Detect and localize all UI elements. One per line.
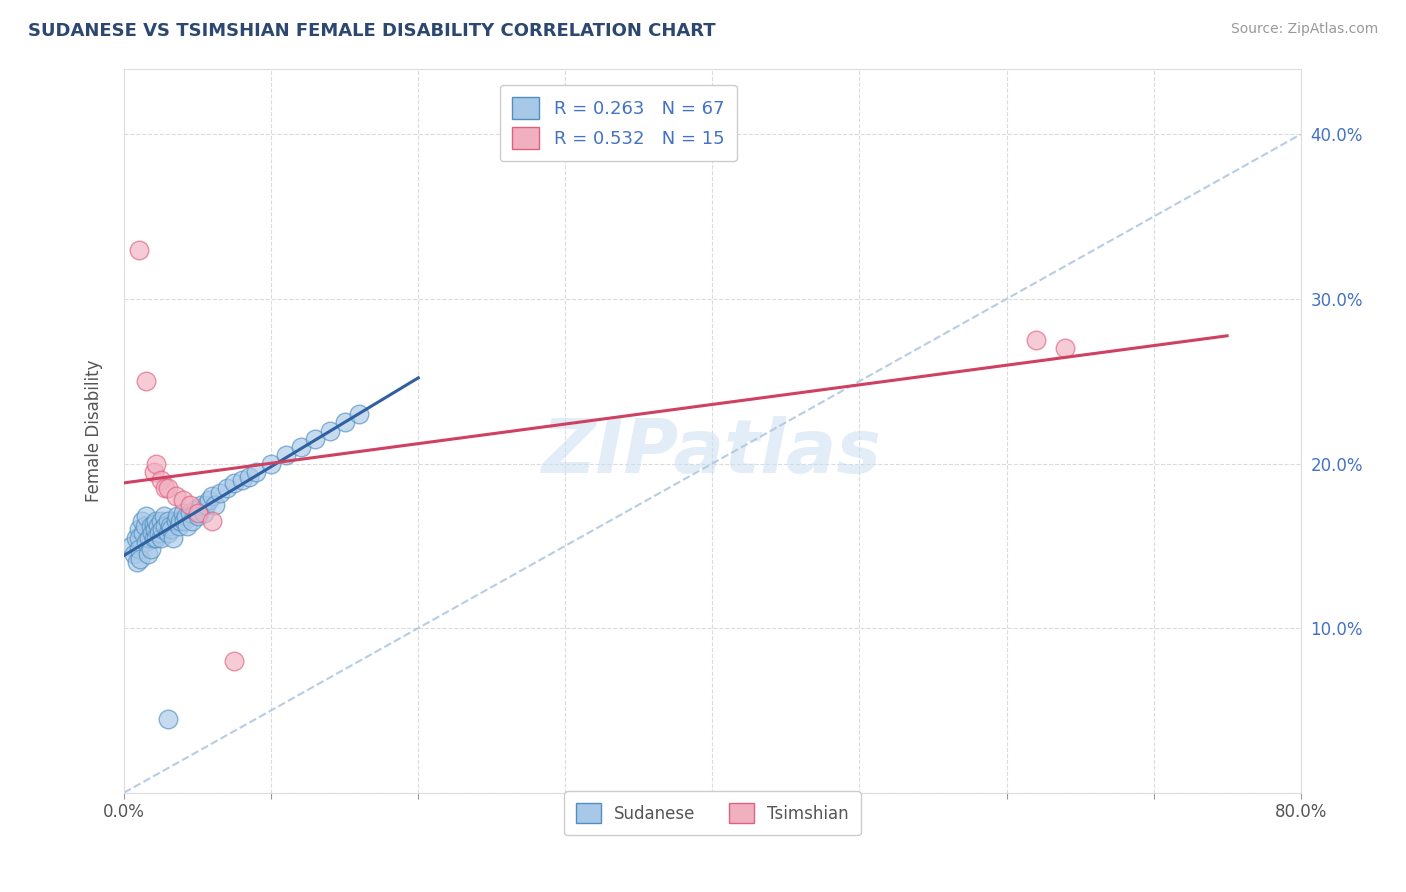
Point: [138, 531, 160, 545]
Point: [125, 531, 148, 545]
Point: [238, 469, 260, 483]
Point: [179, 506, 201, 520]
Point: [274, 448, 297, 462]
Text: Source: ZipAtlas.com: Source: ZipAtlas.com: [1230, 22, 1378, 37]
Point: [304, 432, 326, 446]
Point: [149, 473, 172, 487]
Text: ZIPatlas: ZIPatlas: [543, 416, 883, 489]
Point: [333, 415, 356, 429]
Point: [169, 514, 191, 528]
Text: SUDANESE VS TSIMSHIAN FEMALE DISABILITY CORRELATION CHART: SUDANESE VS TSIMSHIAN FEMALE DISABILITY …: [28, 22, 716, 40]
Y-axis label: Female Disability: Female Disability: [86, 359, 103, 502]
Point: [141, 525, 163, 540]
Point: [157, 712, 180, 726]
Legend: Sudanese, Tsimshian: Sudanese, Tsimshian: [564, 791, 860, 835]
Point: [131, 514, 153, 528]
Point: [132, 525, 155, 540]
Point: [204, 498, 226, 512]
Point: [149, 531, 172, 545]
Point: [124, 547, 146, 561]
Point: [231, 473, 253, 487]
Point: [143, 522, 166, 536]
Point: [179, 498, 201, 512]
Point: [128, 522, 150, 536]
Point: [135, 535, 157, 549]
Point: [149, 514, 172, 528]
Point: [172, 506, 194, 520]
Point: [180, 514, 202, 528]
Point: [260, 457, 283, 471]
Point: [139, 542, 162, 557]
Point: [217, 481, 239, 495]
Point: [201, 514, 224, 528]
Point: [193, 506, 215, 520]
Point: [145, 531, 167, 545]
Point: [135, 509, 157, 524]
Point: [198, 492, 221, 507]
Point: [128, 531, 150, 545]
Point: [157, 525, 180, 540]
Point: [190, 498, 212, 512]
Point: [160, 522, 183, 536]
Point: [129, 552, 152, 566]
Point: [173, 514, 195, 528]
Point: [145, 457, 167, 471]
Point: [142, 517, 165, 532]
Point: [135, 374, 157, 388]
Point: [148, 525, 170, 540]
Point: [167, 519, 190, 533]
Point: [165, 514, 187, 528]
Point: [176, 519, 198, 533]
Point: [159, 519, 181, 533]
Point: [134, 519, 156, 533]
Point: [155, 481, 177, 495]
Point: [150, 522, 173, 536]
Point: [183, 502, 205, 516]
Point: [139, 519, 162, 533]
Point: [290, 440, 312, 454]
Point: [187, 506, 209, 520]
Point: [162, 531, 184, 545]
Point: [1054, 341, 1077, 355]
Point: [121, 539, 143, 553]
Point: [1025, 333, 1047, 347]
Point: [319, 424, 342, 438]
Point: [208, 486, 231, 500]
Point: [157, 514, 180, 528]
Point: [145, 514, 167, 528]
Point: [146, 519, 169, 533]
Point: [195, 498, 218, 512]
Point: [128, 542, 150, 557]
Point: [157, 481, 180, 495]
Point: [224, 476, 246, 491]
Point: [201, 490, 224, 504]
Point: [172, 492, 194, 507]
Point: [142, 531, 165, 545]
Point: [155, 519, 177, 533]
Point: [174, 509, 197, 524]
Point: [187, 509, 209, 524]
Point: [153, 509, 176, 524]
Point: [127, 555, 149, 569]
Point: [166, 509, 188, 524]
Point: [224, 654, 246, 668]
Point: [165, 490, 187, 504]
Point: [128, 243, 150, 257]
Point: [136, 547, 159, 561]
Point: [349, 407, 371, 421]
Point: [142, 465, 165, 479]
Point: [245, 465, 267, 479]
